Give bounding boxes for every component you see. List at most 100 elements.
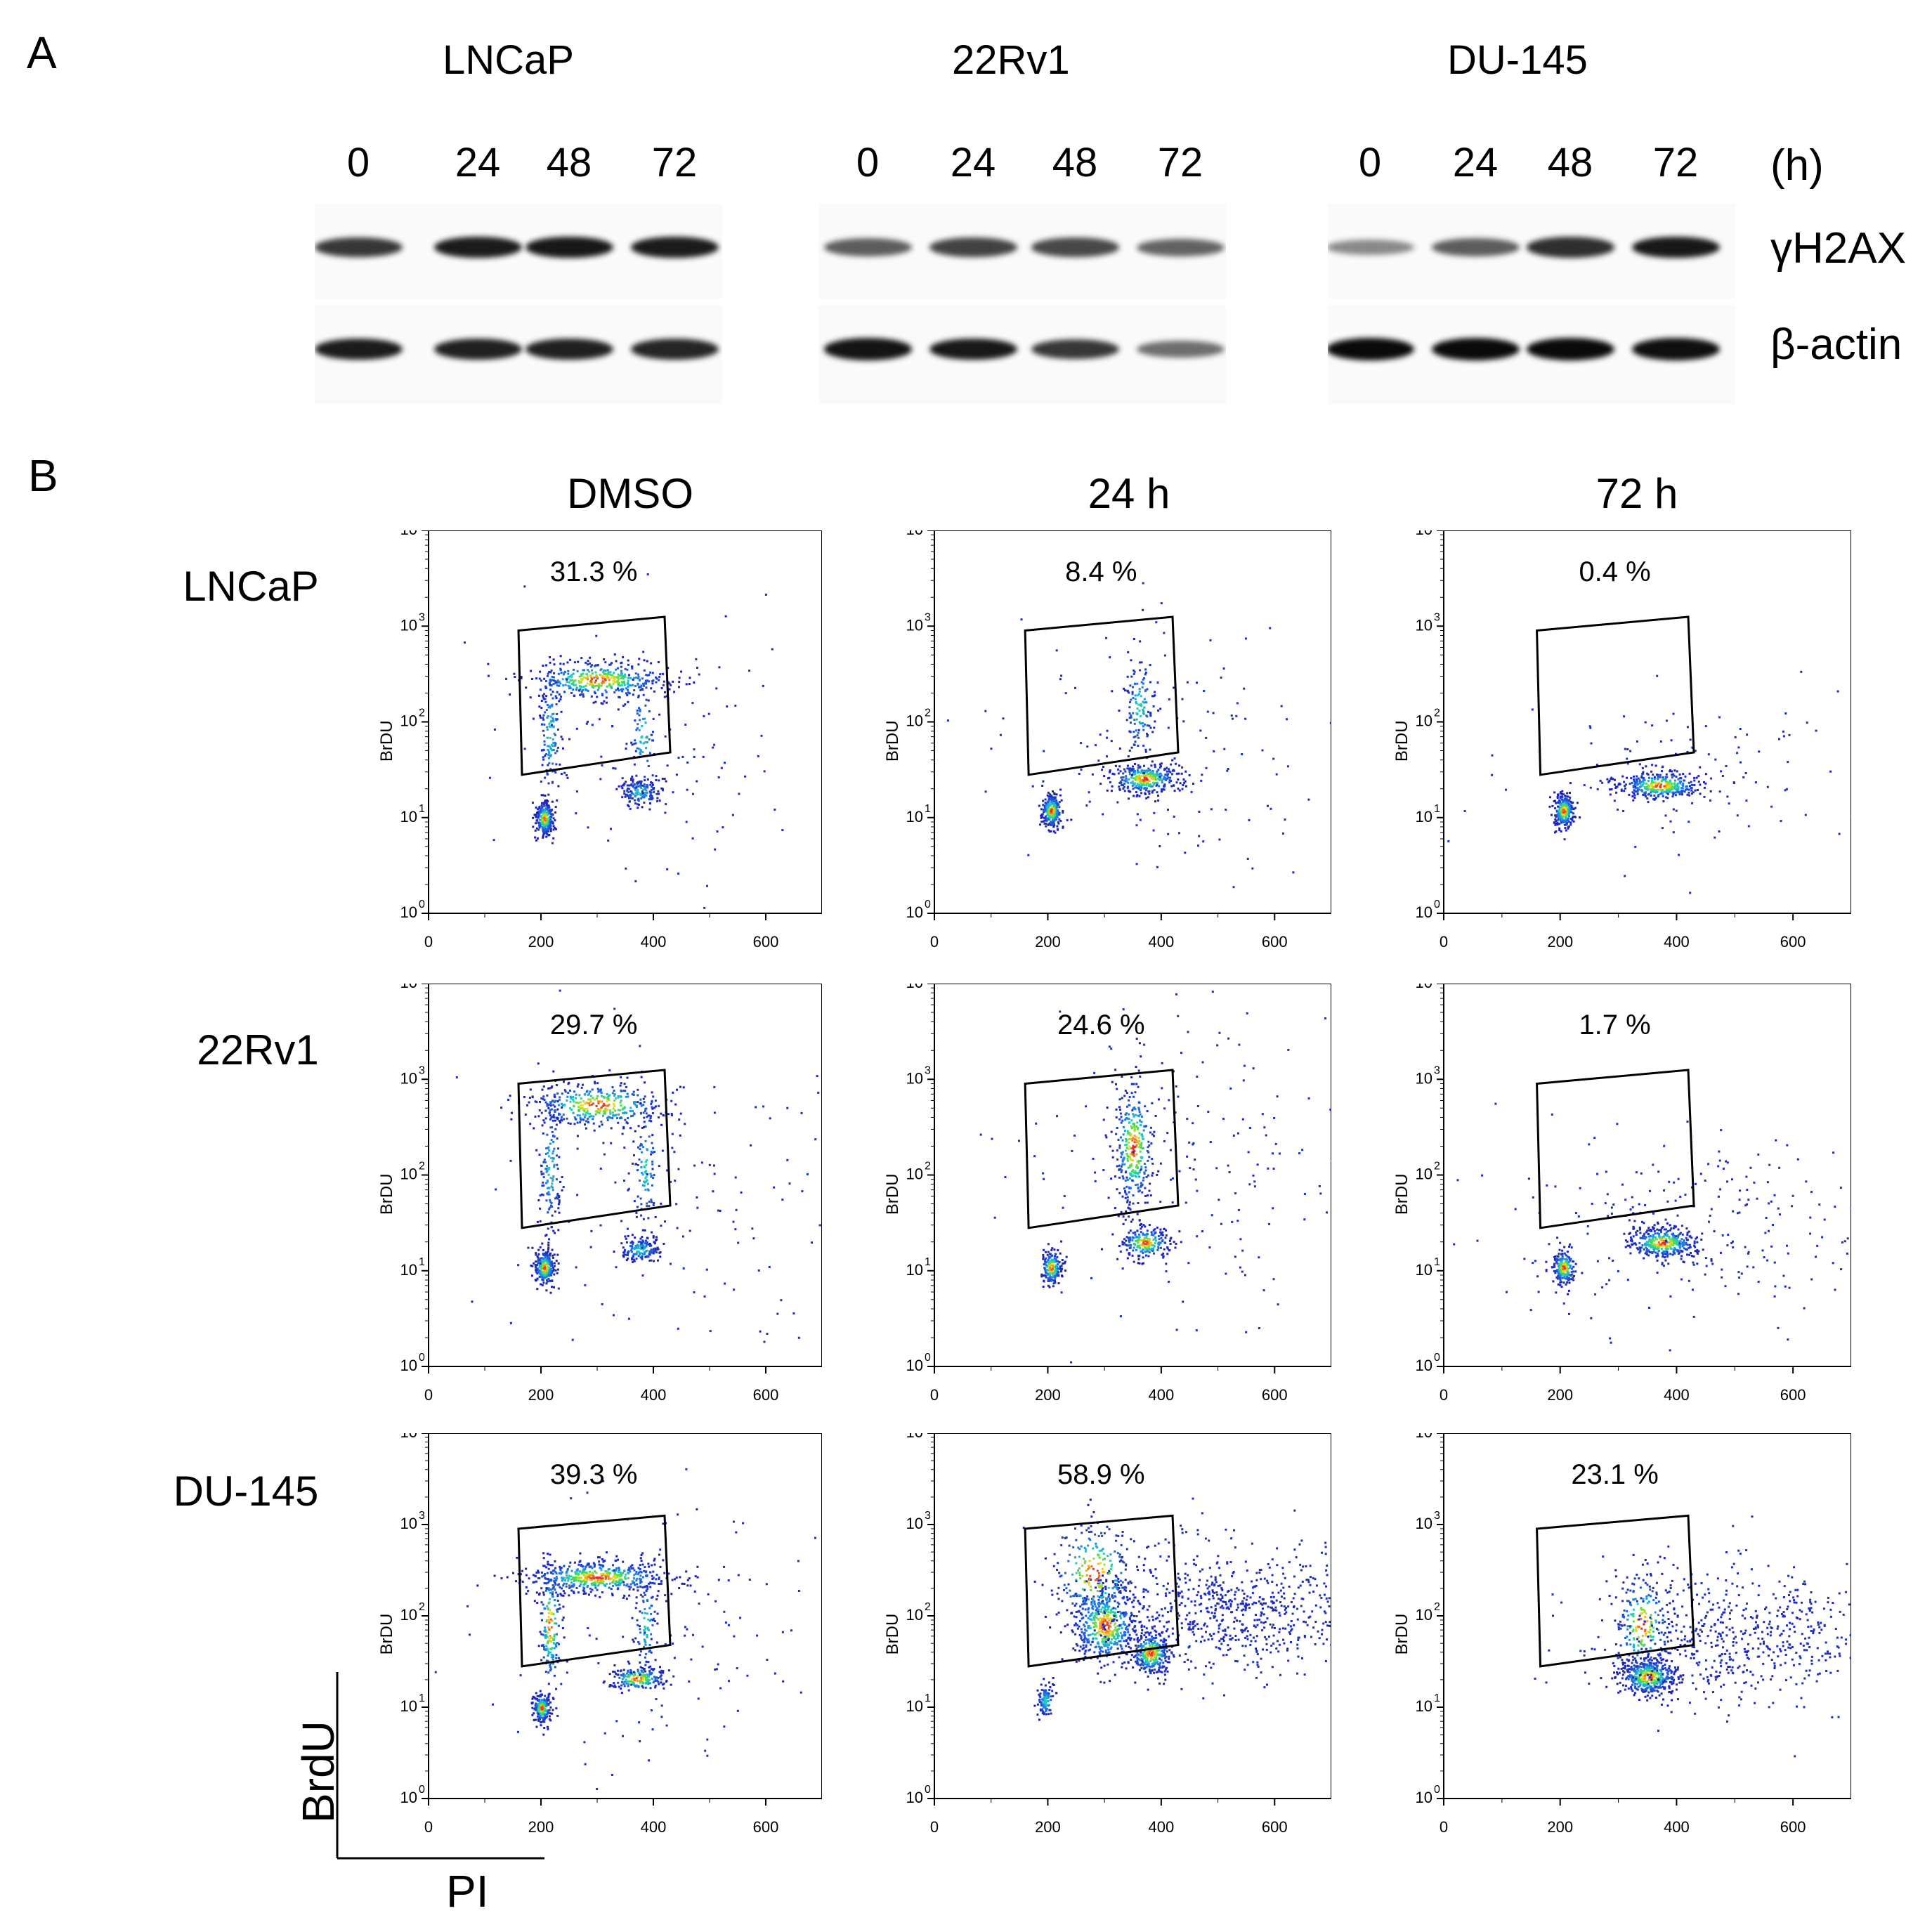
scatter-point: [1143, 764, 1145, 767]
scatter-point: [546, 833, 549, 835]
scatter-point: [639, 781, 641, 784]
scatter-point: [1148, 1251, 1151, 1254]
blot-band: [1431, 238, 1520, 256]
scatter-point: [1161, 779, 1163, 782]
scatter-point: [613, 1099, 616, 1102]
scatter-point: [714, 848, 717, 851]
scatter-point: [1139, 818, 1142, 821]
scatter-point: [646, 1249, 648, 1252]
scatter-point: [613, 678, 616, 681]
scatter-point: [693, 681, 696, 684]
scatter-point: [1144, 1105, 1147, 1108]
scatter-point: [1621, 775, 1624, 778]
scatter-point: [1135, 1248, 1137, 1251]
blot-band: [1431, 338, 1520, 360]
scatter-point: [1143, 774, 1146, 776]
scatter-point: [551, 1152, 554, 1155]
scatter-point: [1199, 729, 1202, 732]
scatter-point: [554, 1197, 557, 1200]
scatter-point: [579, 1101, 582, 1104]
scatter-point: [556, 750, 559, 752]
scatter-point: [551, 1254, 554, 1257]
scatter-point: [632, 1260, 634, 1263]
scatter-point: [1123, 689, 1126, 692]
scatter-point: [637, 790, 639, 792]
scatter-point: [1139, 1224, 1142, 1227]
scatter-point: [1055, 1258, 1057, 1260]
scatter-point: [644, 1171, 646, 1174]
scatter-point: [1128, 1207, 1131, 1210]
scatter-point: [1154, 776, 1157, 778]
scatter-point: [585, 1101, 588, 1104]
scatter-point: [1169, 776, 1172, 779]
scatter-point: [671, 1147, 674, 1149]
scatter-point: [1146, 733, 1148, 735]
scatter-point: [1130, 1174, 1133, 1177]
scatter-point: [1149, 726, 1152, 729]
scatter-point: [632, 1110, 634, 1112]
scatter-point: [1280, 705, 1283, 707]
scatter-point: [1564, 795, 1567, 797]
scatter-point: [556, 1100, 559, 1103]
scatter-point: [542, 1248, 544, 1251]
scatter-point: [617, 1121, 620, 1124]
scatter-point: [1640, 783, 1643, 786]
scatter-point: [1137, 731, 1140, 734]
scatter-point: [582, 1100, 585, 1103]
scatter-point: [1050, 795, 1053, 797]
scatter-point: [1669, 769, 1671, 771]
scatter-point: [557, 1229, 560, 1232]
scatter-point: [546, 1254, 549, 1257]
scatter-point: [1163, 785, 1166, 788]
scatter-point: [1128, 750, 1131, 752]
scatter-point: [1145, 1254, 1147, 1257]
scatter-point: [1147, 1237, 1149, 1240]
scatter-point: [1128, 691, 1130, 694]
scatter-point: [1691, 792, 1693, 795]
scatter-point: [1556, 795, 1559, 798]
scatter-point: [1153, 1245, 1156, 1248]
scatter-point: [556, 1168, 559, 1170]
scatter-point: [1050, 815, 1053, 818]
scatter-point: [604, 1107, 607, 1110]
scatter-point: [1569, 809, 1572, 811]
scatter-point: [1662, 776, 1664, 779]
scatter-point: [544, 700, 547, 703]
scatter-point: [1120, 784, 1123, 786]
scatter-point: [672, 680, 674, 683]
scatter-point: [582, 695, 585, 698]
scatter-point: [1132, 1232, 1135, 1234]
scatter-point: [540, 716, 542, 719]
scatter-point: [1606, 778, 1609, 781]
scatter-point: [570, 674, 573, 677]
scatter-point: [572, 1096, 575, 1099]
scatter-point: [547, 1168, 550, 1170]
scatter-point: [625, 1095, 627, 1098]
scatter-point: [540, 808, 542, 811]
scatter-point: [1137, 1107, 1140, 1109]
scatter-point: [568, 685, 571, 688]
scatter-point: [1057, 1249, 1059, 1251]
scatter-point: [1060, 1269, 1063, 1272]
scatter-point: [627, 1187, 630, 1190]
scatter-point: [548, 833, 551, 836]
scatter-point: [580, 1104, 582, 1107]
scatter-point: [1168, 768, 1170, 771]
scatter-point: [653, 1202, 655, 1204]
scatter-point: [655, 681, 658, 684]
scatter-point: [598, 1125, 601, 1128]
scatter-point: [555, 1123, 558, 1126]
scatter-point: [644, 1081, 646, 1084]
y-tick-label: 10: [906, 712, 923, 730]
scatter-point: [1173, 757, 1176, 760]
scatter-point: [1145, 701, 1148, 704]
scatter-point: [620, 661, 623, 664]
scatter-point: [550, 1139, 553, 1141]
blot-band: [525, 236, 613, 259]
column-header-72h: 72 h: [1595, 470, 1678, 517]
scatter-point: [542, 1258, 544, 1260]
scatter-point: [628, 684, 631, 686]
scatter-point: [656, 1246, 659, 1249]
scatter-point: [640, 787, 643, 790]
scatter-point: [1136, 794, 1139, 797]
